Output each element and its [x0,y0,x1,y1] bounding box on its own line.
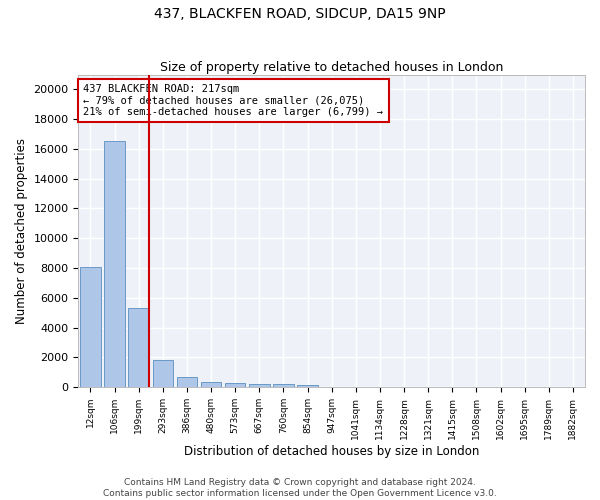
Title: Size of property relative to detached houses in London: Size of property relative to detached ho… [160,62,503,74]
Bar [152,360,173,387]
Bar [298,385,318,387]
Y-axis label: Number of detached properties: Number of detached properties [15,138,28,324]
Bar [225,383,245,387]
X-axis label: Distribution of detached houses by size in London: Distribution of detached houses by size … [184,444,479,458]
Bar [128,308,149,387]
Bar [249,384,269,387]
Bar [273,384,294,387]
Text: 437, BLACKFEN ROAD, SIDCUP, DA15 9NP: 437, BLACKFEN ROAD, SIDCUP, DA15 9NP [154,8,446,22]
Bar [104,142,125,387]
Text: Contains HM Land Registry data © Crown copyright and database right 2024.
Contai: Contains HM Land Registry data © Crown c… [103,478,497,498]
Bar [80,266,101,387]
Text: 437 BLACKFEN ROAD: 217sqm
← 79% of detached houses are smaller (26,075)
21% of s: 437 BLACKFEN ROAD: 217sqm ← 79% of detac… [83,84,383,117]
Bar [201,382,221,387]
Bar [177,376,197,387]
